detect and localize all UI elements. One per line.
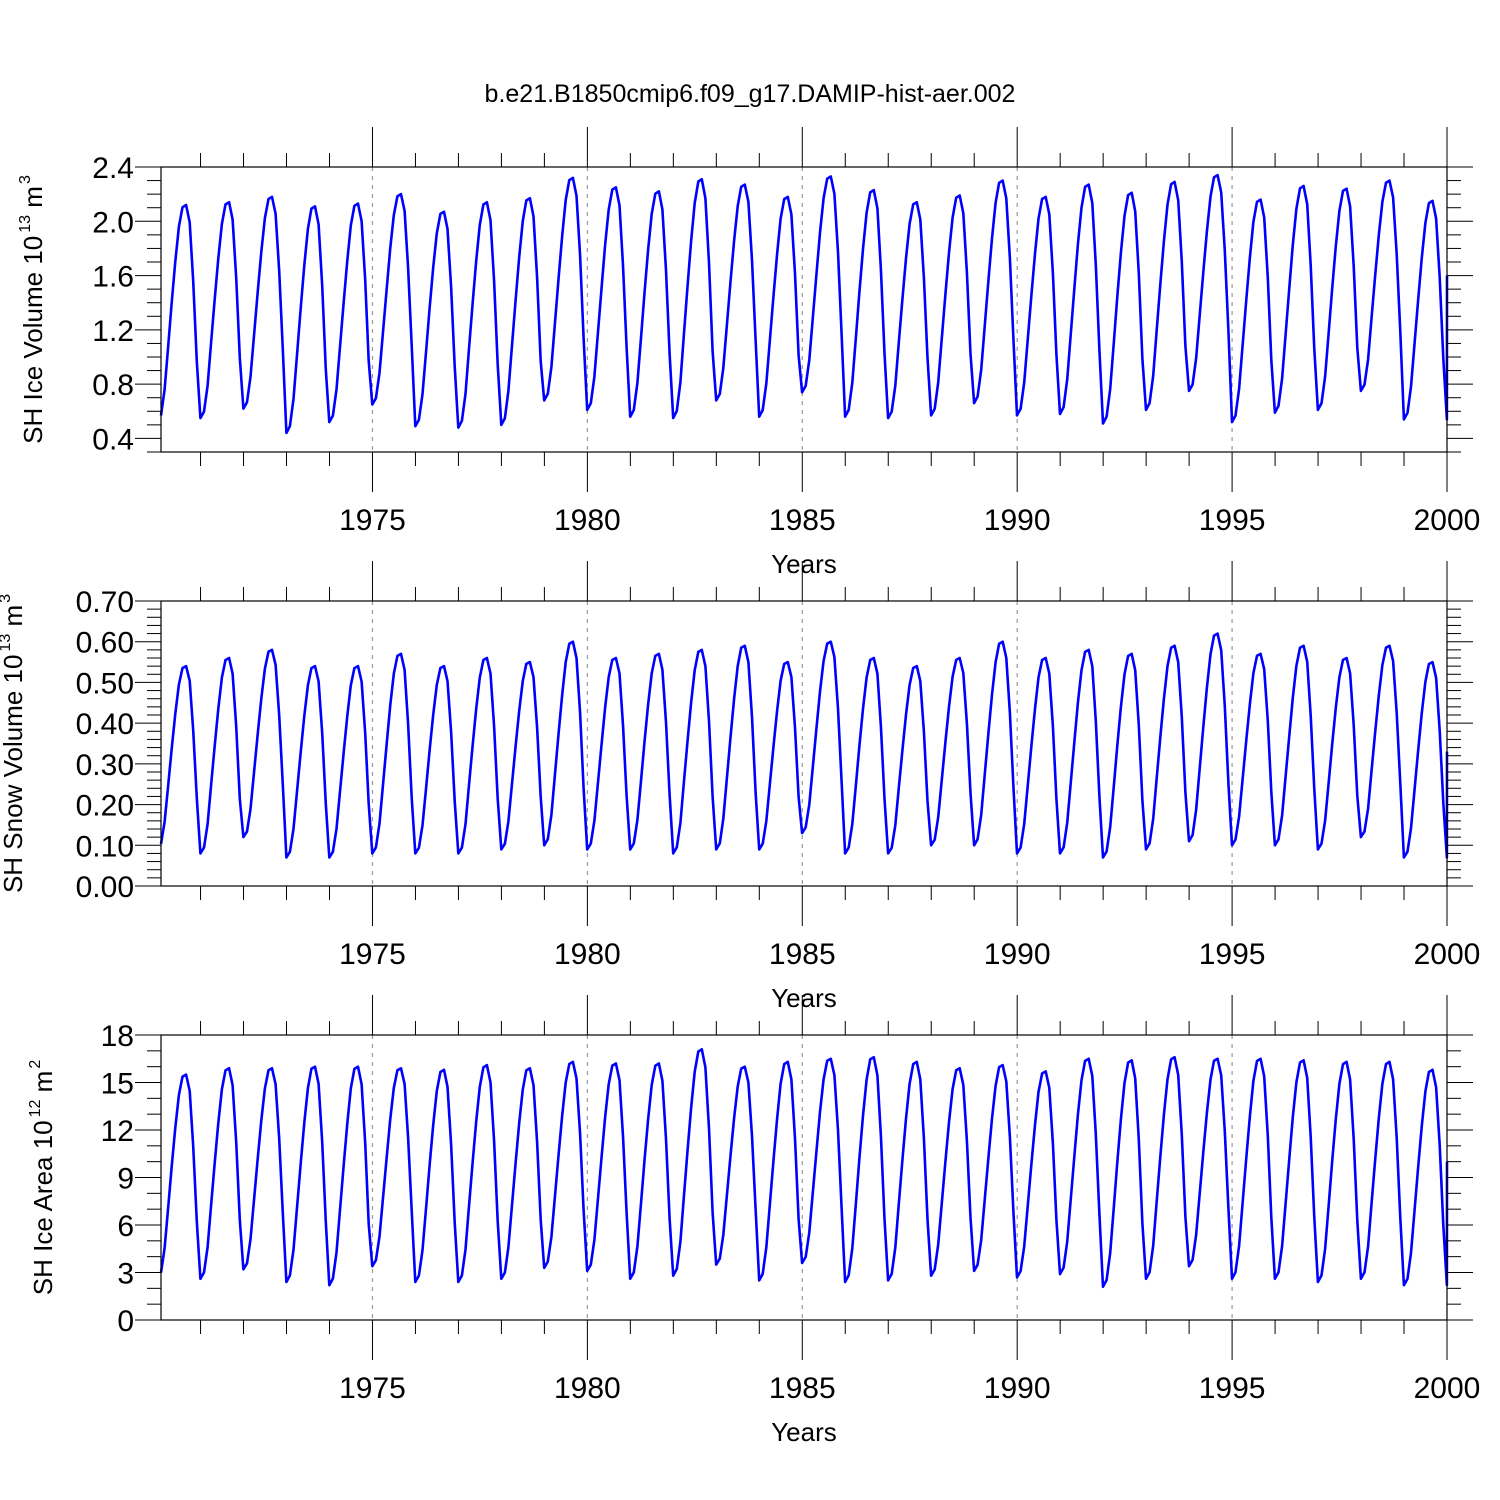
figure-title: b.e21.B1850cmip6.f09_g17.DAMIP-hist-aer.… <box>485 80 1016 108</box>
series-line <box>159 1048 1449 1289</box>
y-tick-label: 0 <box>117 1305 134 1338</box>
y-tick-label: 3 <box>117 1258 134 1291</box>
x-axis-label: Years <box>771 549 837 579</box>
y-tick-label: 0.30 <box>76 749 134 782</box>
panel-ice-area: 0 3 6 9 12 15 18 1975 1980 1985 1990 1995 2000 Years S… <box>27 995 1480 1447</box>
y-tick-label: 0.4 <box>92 423 134 456</box>
plot-frame <box>160 600 1448 887</box>
y-tick-label: 0.10 <box>76 830 134 863</box>
x-tick-label: 2000 <box>1414 504 1481 537</box>
y-tick-label: 0.00 <box>76 871 134 904</box>
y-axis-label: SH Ice Volume 1013 m3 <box>17 175 48 444</box>
x-tick-label: 1990 <box>984 1372 1051 1405</box>
y-tick-label: 0.60 <box>76 627 134 660</box>
x-tick-label: 1985 <box>769 1372 836 1405</box>
x-tick-label: 1975 <box>339 504 406 537</box>
x-tick-label: 1995 <box>1199 504 1266 537</box>
x-tick-label: 1990 <box>984 504 1051 537</box>
x-tick-label: 2000 <box>1414 1372 1481 1405</box>
x-tick-label: 1975 <box>339 1372 406 1405</box>
x-axis-label: Years <box>771 1417 837 1447</box>
y-tick-label: 6 <box>117 1210 134 1243</box>
x-tick-label: 1995 <box>1199 938 1266 971</box>
x-tick-label: 1995 <box>1199 1372 1266 1405</box>
x-tick-label: 1985 <box>769 504 836 537</box>
y-tick-label: 2.0 <box>92 206 134 239</box>
y-tick-label: 0.70 <box>76 586 134 619</box>
series-line <box>159 173 1449 435</box>
y-tick-label: 9 <box>117 1163 134 1196</box>
y-tick-label: 18 <box>101 1020 134 1053</box>
series-line <box>159 632 1449 859</box>
panel-ice-volume: 0.4 0.8 1.2 1.6 2.0 2.4 1975 1980 1985 1990 1995 20… <box>17 127 1480 579</box>
x-axis-label: Years <box>771 983 837 1013</box>
y-tick-label: 1.2 <box>92 315 134 348</box>
x-tick-label: 2000 <box>1414 938 1481 971</box>
y-axis-label: SH Ice Area 1012 m2 <box>27 1060 58 1296</box>
x-tick-label: 1975 <box>339 938 406 971</box>
x-tick-label: 1980 <box>554 504 621 537</box>
x-tick-label: 1985 <box>769 938 836 971</box>
y-tick-label: 1.6 <box>92 261 134 294</box>
x-tick-label: 1980 <box>554 1372 621 1405</box>
panel-snow-volume: 0.00 0.10 0.20 0.30 0.40 0.50 0.60 0.70 1975 1980… <box>0 561 1480 1013</box>
y-tick-label: 12 <box>101 1115 134 1148</box>
y-axis-label: SH Snow Volume 1013 m3 <box>0 594 28 893</box>
plot-frame <box>160 166 1448 453</box>
y-tick-label: 15 <box>101 1068 134 1101</box>
y-tick-label: 0.20 <box>76 790 134 823</box>
y-tick-label: 0.40 <box>76 708 134 741</box>
x-tick-label: 1990 <box>984 938 1051 971</box>
y-tick-label: 0.8 <box>92 369 134 402</box>
x-tick-label: 1980 <box>554 938 621 971</box>
y-tick-label: 2.4 <box>92 152 134 185</box>
y-tick-label: 0.50 <box>76 667 134 700</box>
